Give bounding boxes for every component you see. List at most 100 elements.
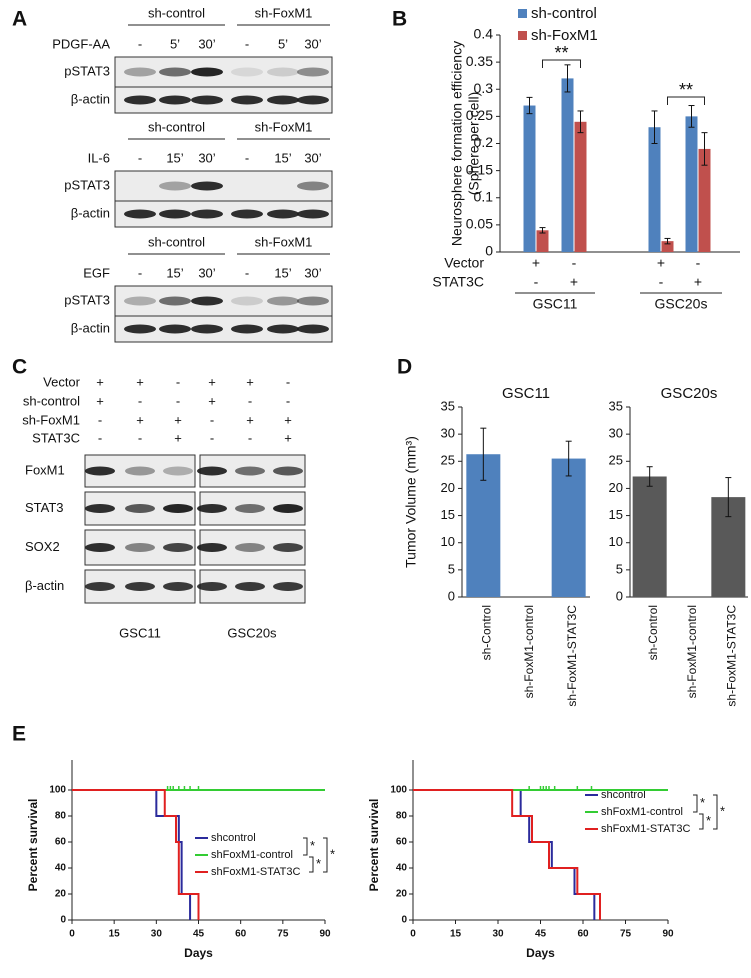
blot-band <box>273 504 303 513</box>
panel-label: E <box>12 723 26 746</box>
chart-title: GSC20s <box>661 385 718 402</box>
blot-band <box>159 209 191 219</box>
y-tick-label: 0 <box>448 588 455 603</box>
blot-band <box>197 466 227 476</box>
blot-band <box>163 504 193 513</box>
x-tick-label: 90 <box>662 929 674 940</box>
lane-label: 30’ <box>304 150 321 165</box>
y-tick-label: 0.15 <box>466 161 493 177</box>
x-tick-label: 0 <box>410 929 416 940</box>
group-label: sh-FoxM1 <box>255 234 313 249</box>
row-label: STAT3 <box>25 500 64 515</box>
legend-swatch <box>518 31 527 40</box>
condition-value: - <box>138 430 142 445</box>
lane-label: - <box>138 150 142 165</box>
group-label: sh-control <box>148 119 205 134</box>
x-tick-label: sh-FoxM1-STAT3C <box>725 605 739 707</box>
significance-bracket <box>303 837 308 856</box>
significance-bracket <box>699 813 704 830</box>
legend-label: sh-control <box>531 5 597 22</box>
x-tick-label: 60 <box>235 929 247 940</box>
condition-value: + <box>174 430 182 445</box>
x-tick-label: 30 <box>492 929 504 940</box>
condition-value: + <box>136 374 144 389</box>
group-label: GSC20s <box>655 296 708 312</box>
blot-band <box>159 95 191 105</box>
survival-curve <box>413 789 601 920</box>
survival-curve <box>413 789 596 920</box>
condition-value: + <box>96 393 104 408</box>
y-tick-label: 10 <box>609 534 623 549</box>
blot <box>114 56 333 88</box>
blot-band <box>159 296 191 306</box>
condition-value: + <box>246 412 254 427</box>
panel-label: B <box>392 8 407 31</box>
row-label: SOX2 <box>25 539 60 554</box>
blot-band <box>85 543 115 552</box>
y-tick-label: 0.3 <box>474 80 494 96</box>
annotation: * <box>310 838 315 853</box>
y-axis-label: Percent survival <box>26 799 40 892</box>
blot-band <box>125 582 155 591</box>
blot-band <box>125 543 155 552</box>
bar <box>648 127 661 252</box>
y-tick-label: 0.05 <box>466 216 493 232</box>
lane-label: 15’ <box>274 150 291 165</box>
row-label: pSTAT3 <box>64 177 110 192</box>
y-tick-label: 0.4 <box>474 26 494 42</box>
blot-band <box>163 543 193 552</box>
significance-bracket <box>309 856 314 873</box>
significance-bracket <box>693 794 698 813</box>
treatment-label: PDGF-AA <box>52 36 110 51</box>
lane-label: 30’ <box>198 150 215 165</box>
blot-band <box>297 67 329 77</box>
blot-band <box>235 543 265 552</box>
group-label: sh-control <box>148 5 205 20</box>
condition-value: + <box>208 393 216 408</box>
blot-band <box>231 67 263 77</box>
condition-value: - <box>248 430 252 445</box>
blot-band <box>267 95 299 105</box>
y-tick-label: 40 <box>55 863 67 874</box>
y-tick-label: 0 <box>401 915 407 926</box>
group-label: sh-FoxM1 <box>255 119 313 134</box>
y-tick-label: 40 <box>396 863 408 874</box>
x-tick-label: sh-FoxM1-control <box>522 605 536 698</box>
lane-label: 15’ <box>166 265 183 280</box>
y-axis-label: Neurosphere formation efficiency <box>449 41 465 246</box>
blot-band <box>191 181 223 191</box>
condition-value: - <box>98 412 102 427</box>
condition-label: sh-control <box>23 393 80 408</box>
condition-value: - <box>286 393 290 408</box>
x-tick-label: sh-FoxM1-STAT3C <box>565 605 579 707</box>
y-tick-label: 100 <box>390 785 407 796</box>
x-tick-label: sh-Control <box>646 605 660 660</box>
lane-label: 30’ <box>304 265 321 280</box>
cell-line-label: GSC11 <box>119 625 161 640</box>
lane-label: 30’ <box>198 265 215 280</box>
condition-value: - <box>176 393 180 408</box>
blot-band <box>159 67 191 77</box>
blot-band <box>85 466 115 476</box>
bar <box>561 78 574 253</box>
condition-label: STAT3C <box>32 430 80 445</box>
blot-band <box>267 296 299 306</box>
condition-value: + <box>657 255 665 271</box>
x-tick-label: 45 <box>535 929 547 940</box>
condition-value: - <box>696 255 701 271</box>
blot-band <box>191 296 223 306</box>
condition-value: - <box>534 274 539 290</box>
survival-curve <box>72 789 200 920</box>
lane-label: - <box>138 36 142 51</box>
legend-label: shFoxM1-STAT3C <box>601 823 690 835</box>
blot-band <box>191 67 223 77</box>
legend-label: shFoxM1-control <box>601 806 683 818</box>
x-tick-label: sh-FoxM1-control <box>685 605 699 698</box>
condition-value: + <box>208 374 216 389</box>
group-label: GSC11 <box>533 296 578 312</box>
blot-band <box>124 95 156 105</box>
condition-value: - <box>572 255 577 271</box>
condition-value: - <box>176 374 180 389</box>
